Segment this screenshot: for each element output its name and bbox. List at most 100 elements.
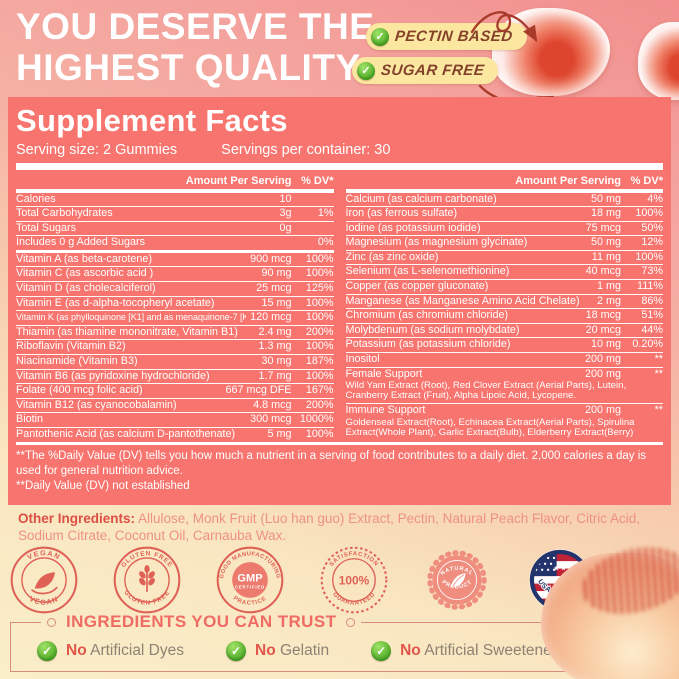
svg-text:★ ★: ★ ★ (553, 565, 567, 573)
nutrient-row: Niacinamide (Vitamin B3) 30 mg 187% (16, 355, 334, 370)
gummy-image (492, 8, 610, 96)
nutrient-label: Iron (as ferrous sulfate) (345, 208, 458, 220)
nutrient-label: Folate (400 mcg folic acid) (16, 385, 143, 397)
nutrient-label: Copper (as copper gluconate) (345, 281, 489, 293)
serving-size: Serving size: 2 Gummies (16, 142, 178, 158)
sub-ingredients: Goldenseal Extract(Root), Echinacea Extr… (345, 416, 635, 438)
trust-heading-row: INGREDIENTS YOU CAN TRUST (11, 612, 586, 632)
nutrient-amount: 18 mcg (585, 309, 621, 322)
nutrient-dv: 200% (305, 325, 334, 338)
table-header: Amount Per Serving % DV* (16, 175, 334, 189)
nutrient-dv: 1% (317, 207, 334, 220)
banner-heading-line1: YOU DESERVE THE (16, 6, 375, 47)
amount-header: Amount Per Serving (515, 175, 621, 187)
nutrient-row: Vitamin K (as phylloquinone [K1] and as … (16, 311, 334, 326)
pectin-based-badge: ✓ PECTIN BASED (366, 23, 527, 50)
trust-items: ✓ No Artificial Dyes ✓ No Gelatin ✓ No A… (11, 622, 586, 671)
satisfaction-badge-icon: SATISFACTION GUARANTEED 100% (320, 546, 387, 614)
nutrient-row: Iron (as ferrous sulfate) 18 mg 100% (345, 207, 663, 222)
nutrient-dv: ** (654, 367, 663, 380)
nutrient-row: Vitamin E (as d-alpha-tocopheryl acetate… (16, 297, 334, 312)
banner-heading: YOU DESERVE THE HIGHEST QUALITY (16, 6, 374, 89)
nutrient-label: Iodine (as potassium iodide) (345, 222, 481, 234)
nutrient-row: Riboflavin (Vitamin B2) 1.3 mg 100% (16, 340, 334, 356)
circle-ornament (47, 617, 56, 627)
sub-ingredients: Wild Yam Extract (Root), Red Clover Extr… (345, 380, 627, 402)
circle-ornament (346, 617, 356, 627)
trust-item: ✓ No Gelatin (226, 640, 329, 661)
check-icon: ✓ (371, 640, 392, 661)
nutrient-row: Folate (400 mcg folic acid) 667 mcg DFE … (16, 384, 334, 399)
nutrient-row: Zinc (as zinc oxide) 11 mg 100% (345, 250, 663, 266)
nutrient-dv: 50% (641, 221, 663, 234)
footnote: **The %Daily Value (DV) tells you how mu… (16, 449, 663, 493)
nutrient-dv: 100% (305, 267, 334, 280)
nutrient-label: Female Support (345, 368, 423, 380)
trust-item-label: No Artificial Sweeteners (400, 641, 565, 659)
nutrient-amount: 20 mcg (585, 323, 621, 336)
nutrient-amount: 5 mg (267, 428, 292, 440)
trust-item: ✓ No Artificial Sweeteners (371, 640, 565, 661)
nutrient-label: Calories (16, 193, 56, 205)
svg-text:VEGAN: VEGAN (26, 548, 63, 561)
servings-per-container: Servings per container: 30 (221, 142, 391, 158)
dv-header: % DV* (301, 175, 334, 187)
nutrient-amount: 1.7 mg (258, 369, 292, 382)
nutrient-dv: 100% (635, 207, 663, 220)
nutrient-dv: 0% (317, 236, 334, 249)
nutrient-amount: 200 mg (584, 367, 621, 380)
svg-text:100%: 100% (338, 573, 369, 587)
divider-line (11, 621, 41, 623)
nutrient-amount: 0g (279, 221, 292, 234)
other-ingredients: Other Ingredients: Allulose, Monk Fruit … (18, 510, 666, 545)
nutrient-row: Immune Support 200 mg ** Goldenseal Extr… (346, 404, 664, 440)
nutrient-label: Vitamin K (as phylloquinone [K1] and as … (16, 312, 247, 323)
nutrient-dv: 167% (305, 384, 334, 397)
nutrient-amount: 40 mcg (585, 265, 621, 278)
nutrient-label: Pantothenic Acid (as calcium D-pantothen… (16, 429, 236, 440)
supplement-facts-panel: Supplement Facts Serving size: 2 Gummies… (8, 97, 671, 505)
check-icon: ✓ (226, 640, 247, 661)
nutrient-dv: 0.20% (632, 338, 663, 351)
gluten-free-badge-icon: GLUTEN FREE GLUTEN FREE (113, 546, 181, 614)
nutrient-label: Manganese (as Manganese Amino Acid Chela… (345, 295, 580, 307)
divider-bar (16, 163, 663, 170)
nutrient-row: Potassium (as potassium chloride) 10 mg … (345, 338, 663, 354)
nutrient-amount: 10 (279, 192, 292, 205)
amount-header: Amount Per Serving (185, 175, 292, 187)
nutrient-amount: 4.8 mcg (253, 398, 292, 411)
nutrient-row: Molybdenum (as sodium molybdate) 20 mcg … (345, 323, 663, 339)
nutrient-row: Includes 0 g Added Sugars 0% (16, 236, 334, 253)
nutrient-row: Manganese (as Manganese Amino Acid Chela… (345, 295, 663, 310)
nutrient-label: Molybdenum (as sodium molybdate) (345, 324, 520, 336)
nutrient-amount: 18 mg (590, 207, 621, 220)
nutrient-dv: 100% (305, 311, 334, 324)
nutrient-label: Zinc (as zinc oxide) (345, 251, 439, 263)
nutrient-label: Total Carbohydrates (16, 208, 113, 220)
natural-badge-icon: NATURAL PRODUCT (427, 550, 487, 610)
nutrient-amount: 11 mg (591, 250, 621, 263)
svg-text:VEGAN: VEGAN (28, 594, 60, 607)
banner: YOU DESERVE THE HIGHEST QUALITY ✓ PECTIN… (0, 0, 679, 110)
nutrient-dv: 100% (305, 296, 334, 309)
check-icon: ✓ (371, 27, 389, 46)
nutrient-label: Potassium (as potassium chloride) (345, 339, 511, 351)
nutrient-row: Total Carbohydrates 3g 1% (16, 207, 334, 222)
nutrient-row: Vitamin C (as ascorbic acid ) 90 mg 100% (16, 267, 334, 283)
nutrient-dv: 100% (305, 369, 334, 382)
nutrient-label: Immune Support (345, 405, 426, 417)
wheat-icon (139, 565, 156, 592)
nutrient-label: Inositol (345, 354, 380, 366)
nutrient-row: Copper (as copper gluconate) 1 mg 111% (345, 280, 663, 295)
nutrient-row: Calcium (as calcium carbonate) 50 mg 4% (345, 192, 663, 208)
trust-box: INGREDIENTS YOU CAN TRUST ✓ No Artificia… (10, 612, 587, 672)
nutrient-label: Riboflavin (Vitamin B2) (16, 341, 126, 353)
nutrient-label: Niacinamide (Vitamin B3) (16, 356, 138, 368)
dv-header: % DV* (630, 175, 663, 187)
nutrient-amount: 50 mg (590, 192, 621, 205)
nutrient-amount: 10 mg (590, 338, 621, 351)
nutrient-dv: 100% (635, 250, 663, 263)
nutrient-dv: 44% (641, 323, 663, 336)
nutrient-label: Vitamin B12 (as cyanocobalamin) (16, 399, 177, 411)
